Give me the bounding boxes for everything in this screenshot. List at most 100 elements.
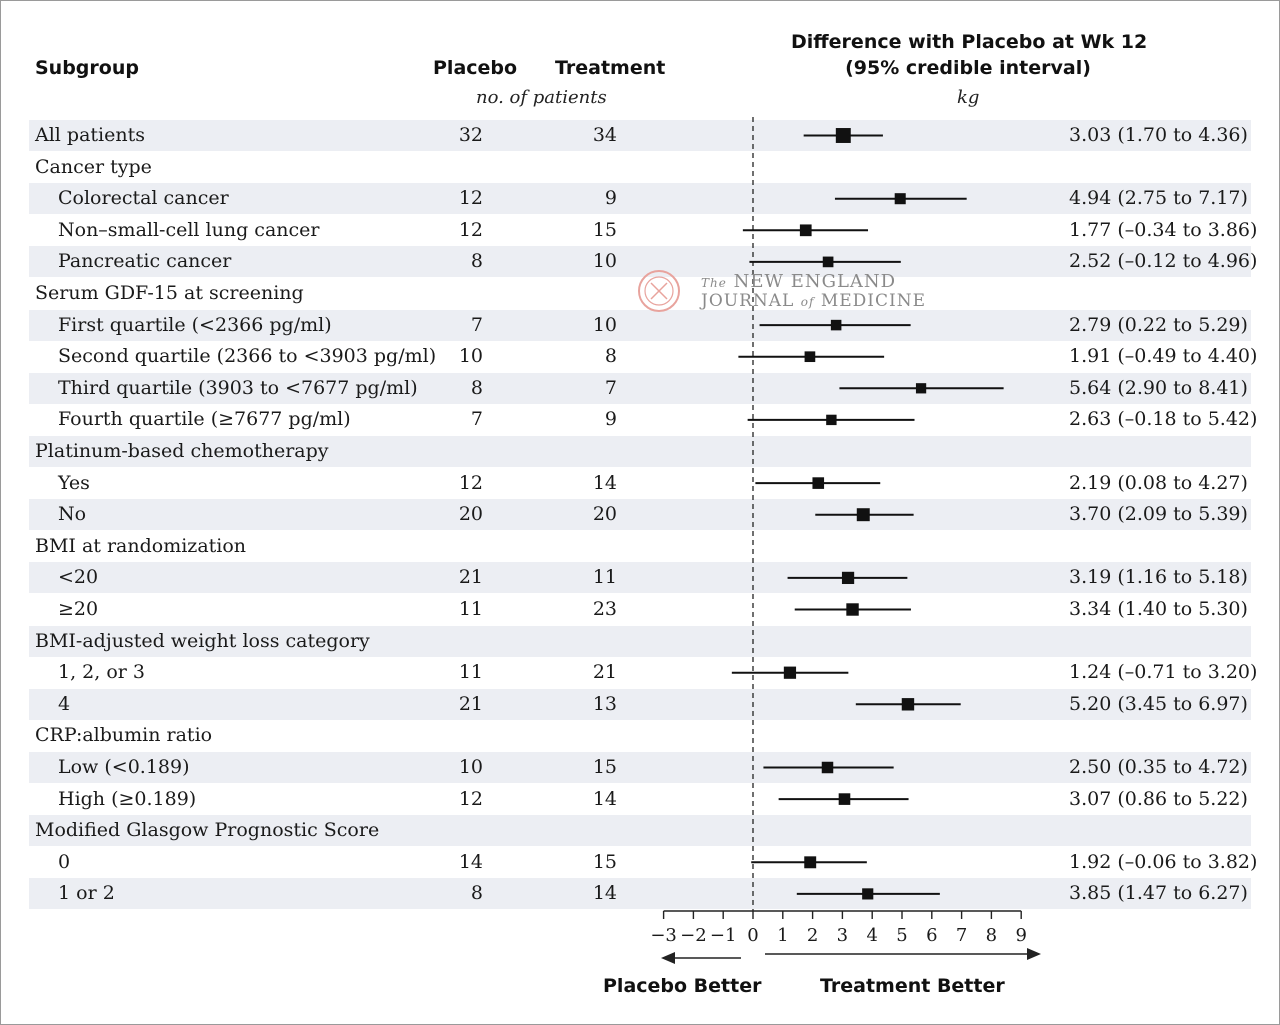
placebo-count: 21 xyxy=(458,566,483,589)
point-estimate xyxy=(846,603,859,616)
point-estimate xyxy=(901,698,915,711)
treatment-count: 21 xyxy=(592,661,617,684)
placebo-arrow-head xyxy=(661,952,675,964)
unit-label: kg xyxy=(957,87,980,108)
placebo-count: 7 xyxy=(470,313,483,336)
treatment-count: 20 xyxy=(592,503,617,526)
row-stripe xyxy=(29,436,1251,467)
treatment-count: 15 xyxy=(592,218,617,241)
placebo-count: 8 xyxy=(470,250,483,273)
treatment-header: Treatment xyxy=(555,57,666,79)
point-estimate xyxy=(783,666,797,679)
row-stripe xyxy=(29,625,1251,657)
subgroup-label: Low (<0.189) xyxy=(58,756,190,778)
subgroup-label: Yes xyxy=(58,471,90,494)
difference-interval: 2.52 (–0.12 to 4.96) xyxy=(1069,250,1258,273)
subgroup-label: 0 xyxy=(58,850,71,873)
subgroup-label: 4 xyxy=(58,692,71,715)
table-row: CRP:albumin ratio xyxy=(1,720,1279,751)
x-tick-label: 8 xyxy=(986,925,997,946)
point-estimate xyxy=(804,856,817,869)
difference-interval: 2.79 (0.22 to 5.29) xyxy=(1069,313,1248,336)
x-tick-label: 3 xyxy=(837,925,848,946)
difference-interval: 2.63 (–0.18 to 5.42) xyxy=(1069,408,1258,431)
table-row: 4 21 13 5.20 (3.45 to 6.97) xyxy=(1,689,1279,720)
subgroup-label: Colorectal cancer xyxy=(58,187,229,210)
x-tick-label: 1 xyxy=(777,925,788,946)
point-estimate xyxy=(821,761,834,774)
table-row: Second quartile (2366 to <3903 pg/ml) 10 8… xyxy=(1,341,1279,372)
table-row: Pancreatic cancer 8 10 2.52 (–0.12 to 4.96) xyxy=(1,246,1279,277)
x-tick-label: −2 xyxy=(680,925,707,946)
table-row: <20 21 11 3.19 (1.16 to 5.18) xyxy=(1,562,1279,593)
table-row: Platinum-based chemotherapy xyxy=(1,436,1279,467)
journal-name-line1: The NEW ENGLAND xyxy=(701,271,897,292)
point-estimate xyxy=(894,193,906,205)
row-stripe xyxy=(29,752,1251,783)
difference-interval: 3.85 (1.47 to 6.27) xyxy=(1069,882,1248,905)
placebo-count: 12 xyxy=(458,787,483,810)
table-row: 0 14 15 1.92 (–0.06 to 3.82) xyxy=(1,847,1279,878)
treatment-count: 15 xyxy=(592,756,617,778)
row-stripe xyxy=(29,878,1251,910)
row-stripe xyxy=(29,688,1251,720)
table-row: Serum GDF-15 at screening xyxy=(1,278,1279,309)
x-tick-label: 5 xyxy=(896,925,907,946)
difference-interval: 3.70 (2.09 to 5.39) xyxy=(1069,503,1248,526)
treatment-count: 8 xyxy=(604,345,617,368)
subgroup-label: 1, 2, or 3 xyxy=(58,661,145,684)
subgroup-label: Platinum-based chemotherapy xyxy=(35,440,329,462)
subgroup-label: First quartile (<2366 pg/ml) xyxy=(58,313,332,336)
table-row: High (≥0.189) 12 14 3.07 (0.86 to 5.22) xyxy=(1,784,1279,815)
placebo-count: 20 xyxy=(458,503,483,526)
subgroup-label: BMI-adjusted weight loss category xyxy=(35,629,370,652)
difference-interval: 3.07 (0.86 to 5.22) xyxy=(1069,787,1248,810)
treatment-count: 34 xyxy=(592,124,617,146)
difference-interval: 2.19 (0.08 to 4.27) xyxy=(1069,471,1248,494)
placebo-count: 7 xyxy=(470,408,483,431)
table-row: 1 or 2 8 14 3.85 (1.47 to 6.27) xyxy=(1,878,1279,909)
placebo-count: 10 xyxy=(458,345,483,368)
row-stripe xyxy=(29,499,1251,531)
x-tick-label: 4 xyxy=(866,925,877,946)
subgroup-label: <20 xyxy=(58,566,99,589)
placebo-count: 12 xyxy=(458,471,483,494)
table-row: Fourth quartile (≥7677 pg/ml) 7 9 2.63 (–0.… xyxy=(1,404,1279,435)
placebo-count: 12 xyxy=(458,187,483,210)
difference-interval: 4.94 (2.75 to 7.17) xyxy=(1069,187,1248,210)
difference-header: Difference with Placebo at Wk 12 xyxy=(791,31,1148,53)
table-row: 1, 2, or 3 11 21 1.24 (–0.71 to 3.20) xyxy=(1,657,1279,688)
difference-interval: 3.19 (1.16 to 5.18) xyxy=(1069,566,1248,589)
row-stripe xyxy=(29,246,1251,278)
treatment-count: 23 xyxy=(592,598,617,620)
table-row: ≥20 11 23 3.34 (1.40 to 5.30) xyxy=(1,594,1279,625)
placebo-count: 12 xyxy=(458,218,483,241)
x-tick-label: 0 xyxy=(747,925,758,946)
x-tick-label: −3 xyxy=(650,925,677,946)
difference-interval: 5.64 (2.90 to 8.41) xyxy=(1069,376,1248,399)
treatment-better-label: Treatment Better xyxy=(820,975,1005,997)
subgroup-label: Cancer type xyxy=(35,155,152,178)
table-row: Colorectal cancer 12 9 4.94 (2.75 to 7.17) xyxy=(1,183,1279,214)
table-row: No 20 20 3.70 (2.09 to 5.39) xyxy=(1,499,1279,530)
row-stripe xyxy=(29,562,1251,594)
difference-interval: 1.24 (–0.71 to 3.20) xyxy=(1069,661,1258,684)
point-estimate xyxy=(915,383,927,394)
row-stripe xyxy=(29,183,1251,215)
treatment-count: 10 xyxy=(592,313,617,336)
row-stripe xyxy=(29,120,1251,151)
point-estimate xyxy=(822,256,834,268)
table-row: All patients 32 34 3.03 (1.70 to 4.36) xyxy=(1,120,1279,151)
x-tick-label: 7 xyxy=(956,925,967,946)
placebo-count: 14 xyxy=(458,850,483,873)
interval-header: (95% credible interval) xyxy=(845,57,1091,79)
table-row: Low (<0.189) 10 15 2.50 (0.35 to 4.72) xyxy=(1,752,1279,783)
point-estimate xyxy=(838,793,851,805)
placebo-better-label: Placebo Better xyxy=(603,975,762,997)
subgroup-label: No xyxy=(58,503,87,526)
treatment-count: 10 xyxy=(592,250,617,273)
treatment-count: 11 xyxy=(592,566,617,589)
table-row: Yes 12 14 2.19 (0.08 to 4.27) xyxy=(1,468,1279,499)
